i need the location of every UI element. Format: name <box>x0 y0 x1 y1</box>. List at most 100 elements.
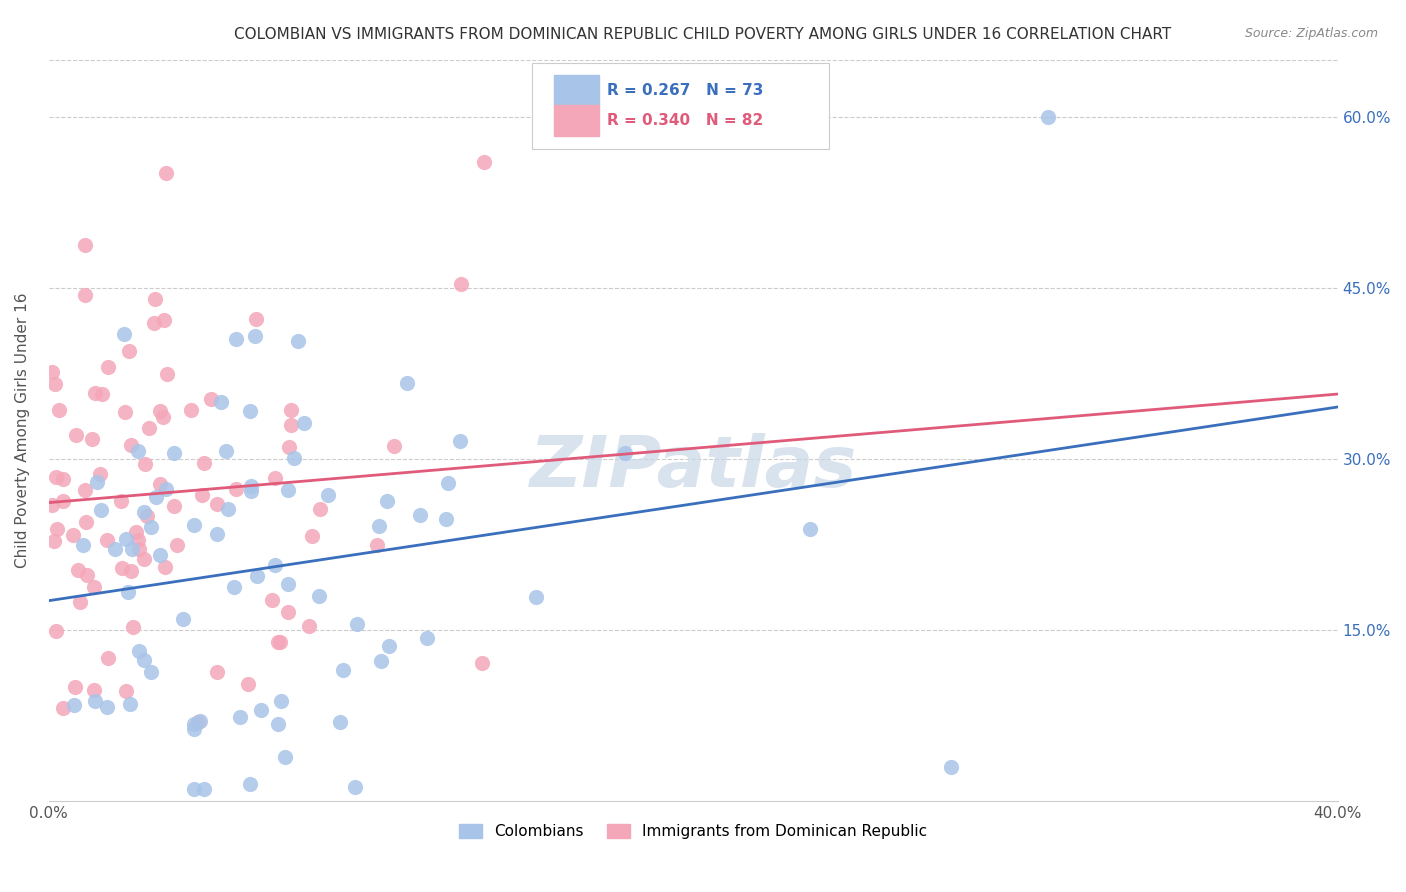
Point <box>141 665 163 680</box>
Point <box>366 538 388 552</box>
Legend: Colombians, Immigrants from Dominican Republic: Colombians, Immigrants from Dominican Re… <box>453 818 934 845</box>
Point <box>1036 110 1059 124</box>
Point <box>135 508 157 523</box>
Point <box>118 697 141 711</box>
Point <box>44 377 66 392</box>
Point <box>155 560 177 574</box>
Text: ZIPatlas: ZIPatlas <box>530 433 856 502</box>
Point <box>69 595 91 609</box>
Point <box>472 155 495 169</box>
Point <box>283 451 305 466</box>
Point <box>73 288 96 302</box>
Point <box>63 680 86 694</box>
Point <box>138 421 160 435</box>
Point <box>97 651 120 665</box>
Point <box>280 403 302 417</box>
Point <box>75 483 97 498</box>
Point <box>298 619 321 633</box>
Point <box>267 634 290 648</box>
Point <box>41 498 63 512</box>
Point <box>96 699 118 714</box>
Point <box>273 750 295 764</box>
Point <box>117 585 139 599</box>
Point <box>188 714 211 728</box>
Point <box>239 776 262 790</box>
Point <box>152 313 174 327</box>
Point <box>614 446 637 460</box>
Point <box>239 484 262 499</box>
Point <box>183 723 205 737</box>
Point <box>124 525 146 540</box>
Point <box>180 403 202 417</box>
Point <box>243 328 266 343</box>
Point <box>332 664 354 678</box>
FancyBboxPatch shape <box>531 63 828 149</box>
Point <box>127 444 149 458</box>
Point <box>245 312 267 326</box>
Point <box>143 316 166 330</box>
Point <box>370 654 392 668</box>
Point <box>97 359 120 374</box>
Point <box>209 395 232 409</box>
Point <box>90 386 112 401</box>
Point <box>52 472 75 486</box>
Point <box>277 440 299 454</box>
Point <box>166 538 188 552</box>
Point <box>280 417 302 432</box>
Point <box>264 471 287 485</box>
Point <box>112 326 135 341</box>
Point <box>191 488 214 502</box>
Point <box>83 580 105 594</box>
FancyBboxPatch shape <box>554 75 599 106</box>
Point <box>205 497 228 511</box>
Point <box>262 593 284 607</box>
Point <box>128 541 150 556</box>
Point <box>84 385 107 400</box>
Point <box>225 483 247 497</box>
Point <box>46 523 69 537</box>
Point <box>436 475 458 490</box>
Point <box>377 639 399 653</box>
Point <box>292 416 315 430</box>
Point <box>229 710 252 724</box>
Point <box>382 439 405 453</box>
Point <box>368 518 391 533</box>
Point <box>224 332 246 346</box>
Point <box>287 334 309 348</box>
Point <box>76 567 98 582</box>
FancyBboxPatch shape <box>554 105 599 136</box>
Point <box>309 502 332 516</box>
Point <box>269 634 291 648</box>
Point <box>183 782 205 797</box>
Point <box>172 612 194 626</box>
Point <box>308 589 330 603</box>
Point <box>193 456 215 470</box>
Point <box>939 759 962 773</box>
Point <box>409 508 432 523</box>
Point <box>416 632 439 646</box>
Point <box>141 520 163 534</box>
Point <box>449 434 471 449</box>
Point <box>132 552 155 566</box>
Point <box>65 427 87 442</box>
Point <box>200 392 222 407</box>
Point <box>80 433 103 447</box>
Point <box>44 533 66 548</box>
Point <box>183 717 205 731</box>
Point <box>217 501 239 516</box>
Point <box>72 538 94 552</box>
Point <box>134 457 156 471</box>
Point <box>149 476 172 491</box>
Point <box>83 682 105 697</box>
Y-axis label: Child Poverty Among Girls Under 16: Child Poverty Among Girls Under 16 <box>15 293 30 568</box>
Point <box>163 446 186 460</box>
Point <box>524 590 547 604</box>
Text: R = 0.267   N = 73: R = 0.267 N = 73 <box>607 83 763 98</box>
Point <box>434 512 457 526</box>
Point <box>250 703 273 717</box>
Point <box>114 532 136 546</box>
Point <box>96 533 118 547</box>
Point <box>145 491 167 505</box>
Point <box>52 494 75 508</box>
Point <box>163 500 186 514</box>
